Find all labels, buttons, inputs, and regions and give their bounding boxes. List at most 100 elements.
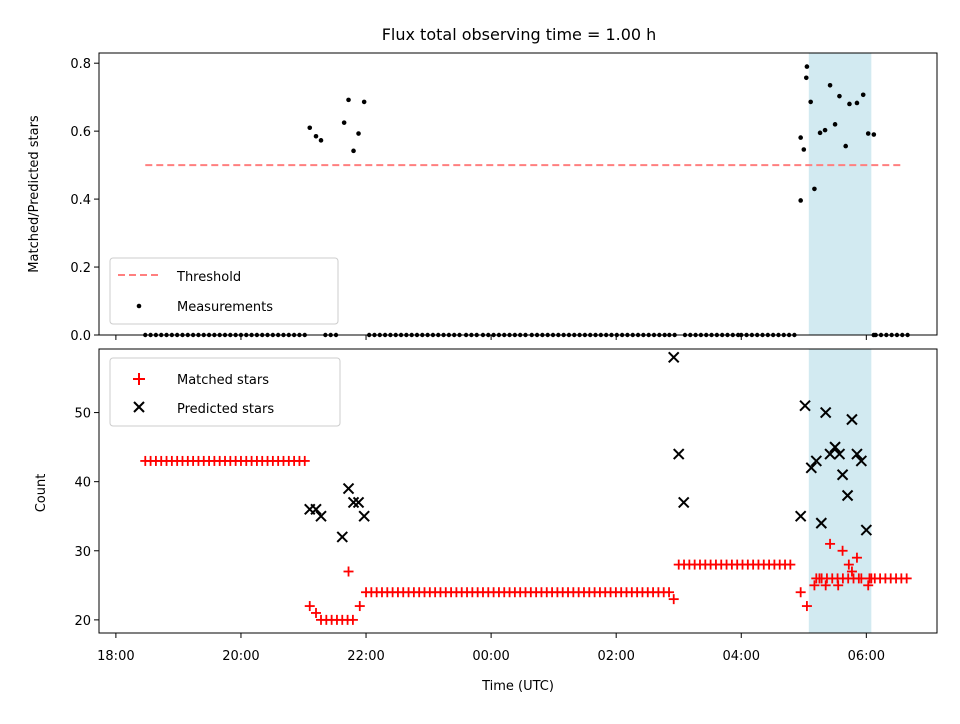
predicted-star-point xyxy=(819,406,832,419)
measurement-point xyxy=(341,120,347,125)
measurement-point xyxy=(804,64,810,69)
matched-star-point xyxy=(856,573,867,584)
measurement-point xyxy=(865,131,871,136)
measurement-point xyxy=(837,93,842,99)
y-tick-label: 0.2 xyxy=(70,261,91,276)
y-tick-label: 30 xyxy=(74,545,91,560)
count-ylabel: Count xyxy=(34,474,49,513)
measurement-point xyxy=(313,133,319,139)
measurement-point xyxy=(847,101,852,107)
matched-star-point xyxy=(795,587,806,598)
measurement-point xyxy=(351,148,356,154)
highlight-span xyxy=(808,53,872,335)
predicted-star-point xyxy=(799,399,811,412)
predicted-legend-swatch xyxy=(133,401,145,413)
matched-star-point xyxy=(833,580,844,591)
measurement-point xyxy=(812,186,817,192)
y-tick-label: 40 xyxy=(74,476,91,491)
ratio-axes-frame xyxy=(98,52,938,336)
matched-star-point xyxy=(825,538,836,549)
matched-legend-swatch xyxy=(133,373,145,385)
predicted-star-point xyxy=(860,524,873,536)
measurement-point xyxy=(843,143,848,149)
matched-star-point xyxy=(846,566,857,577)
measurement-point xyxy=(361,99,367,105)
measurement-point xyxy=(798,135,803,140)
matched-star-point xyxy=(866,573,877,584)
y-tick-label: 0.8 xyxy=(70,57,91,72)
y-tick-label: 0.0 xyxy=(70,329,91,344)
measurement-point xyxy=(822,127,828,133)
matched-star-point xyxy=(668,594,679,605)
ratio-legend: Threshold Measurements xyxy=(109,257,339,325)
measurement-point xyxy=(827,82,833,88)
predicted-star-point xyxy=(836,469,849,481)
matched-star-point xyxy=(299,455,310,466)
measurement-point xyxy=(871,132,877,137)
measurement-point xyxy=(808,99,813,105)
x-tick-label: 02:00 xyxy=(597,649,634,664)
matched-star-point xyxy=(304,601,315,612)
predicted-star-point xyxy=(315,510,327,522)
highlight-span xyxy=(808,349,872,633)
count-axes-frame xyxy=(98,348,938,634)
predicted-star-point xyxy=(829,441,841,453)
legend-box xyxy=(109,357,341,427)
matched-star-point xyxy=(347,614,358,625)
matched-star-point xyxy=(820,580,831,591)
predicted-star-point xyxy=(851,448,863,460)
count-legend: Matched stars Predicted stars xyxy=(109,357,341,427)
predicted-star-point xyxy=(336,531,348,543)
x-tick-label: 00:00 xyxy=(472,649,509,664)
predicted-star-point xyxy=(810,455,823,467)
legend-label-measurements: Measurements xyxy=(177,300,273,315)
measurement-point xyxy=(318,138,324,143)
predicted-star-point xyxy=(794,510,807,522)
predicted-star-point xyxy=(310,503,322,516)
y-tick-label: 50 xyxy=(74,407,91,422)
measurement-point xyxy=(860,92,866,98)
predicted-star-point xyxy=(352,496,365,509)
legend-label-matched: Matched stars xyxy=(177,373,269,388)
legend-box xyxy=(109,257,339,325)
y-tick-label: 0.6 xyxy=(70,125,91,140)
measurement-point xyxy=(801,147,807,152)
predicted-star-point xyxy=(668,351,680,363)
ratio-ylabel: Matched/Predicted stars xyxy=(27,115,42,273)
matched-star-point xyxy=(809,580,820,591)
matched-star-point xyxy=(785,559,796,570)
predicted-star-point xyxy=(841,489,854,502)
matched-star-point xyxy=(311,607,322,618)
measurement-point xyxy=(798,198,803,203)
matched-star-point xyxy=(343,566,354,577)
predicted-star-point xyxy=(358,510,370,522)
predicted-star-point xyxy=(678,496,690,509)
measurement-point xyxy=(854,100,860,106)
matched-star-point xyxy=(664,587,675,598)
predicted-star-point xyxy=(815,517,828,529)
x-tick-label: 22:00 xyxy=(347,649,384,664)
matched-star-point xyxy=(863,580,874,591)
y-tick-label: 0.4 xyxy=(70,193,91,208)
matched-star-point xyxy=(837,545,848,556)
measurement-point xyxy=(832,122,838,127)
measurement-point xyxy=(356,131,361,136)
matched-star-point xyxy=(814,573,825,584)
measurement-point xyxy=(307,125,313,131)
measurement-point xyxy=(803,75,809,81)
x-tick-label: 06:00 xyxy=(848,649,885,664)
predicted-star-point xyxy=(833,448,846,460)
x-tick-label: 18:00 xyxy=(97,649,134,664)
predicted-star-point xyxy=(824,448,836,460)
predicted-star-point xyxy=(347,496,360,509)
y-tick-label: 20 xyxy=(74,614,91,629)
count-panel: 20 30 40 50 18:00 20:00 22:00 00:00 02:00 04:00 0… xyxy=(34,348,938,694)
legend-label-predicted: Predicted stars xyxy=(177,402,274,417)
measurement-point xyxy=(346,97,351,103)
predicted-star-point xyxy=(855,455,868,467)
matched-star-point xyxy=(843,559,854,570)
legend-label-threshold: Threshold xyxy=(176,270,241,285)
x-axis-label: Time (UTC) xyxy=(481,679,554,694)
matched-star-point xyxy=(354,601,365,612)
